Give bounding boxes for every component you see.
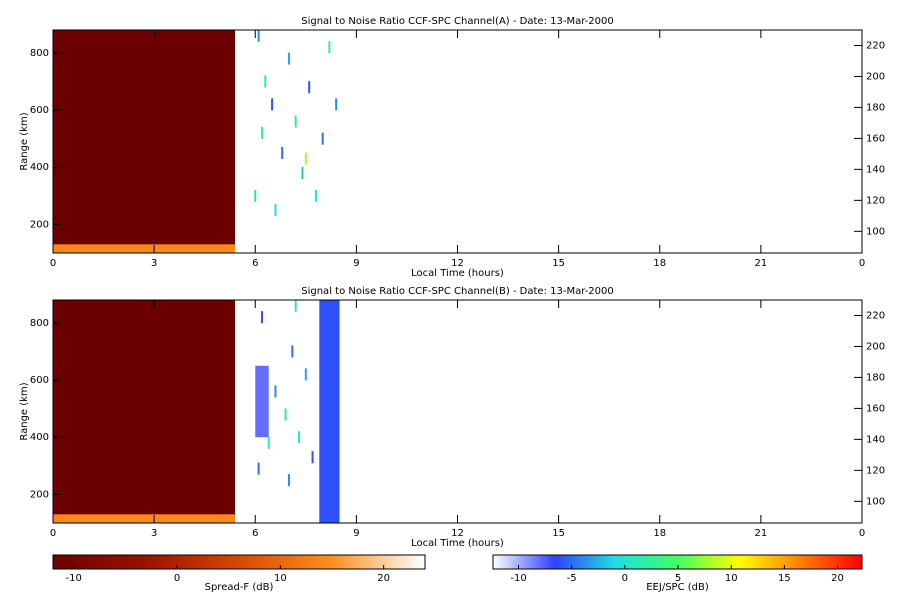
eej-block	[255, 365, 269, 438]
x-tick-label: 0	[859, 258, 865, 269]
x-tick-label: 12	[451, 528, 464, 539]
y-tick-label: 200	[30, 489, 49, 500]
eej-point	[281, 146, 284, 159]
eej-point	[311, 451, 314, 464]
spread-f-block	[53, 30, 236, 245]
colorbar	[52, 554, 426, 570]
x-tick-label: 3	[151, 258, 157, 269]
eej-point	[257, 462, 260, 475]
y-tick-label: 800	[30, 318, 49, 329]
x-tick-label: 21	[755, 258, 768, 269]
colorbar-tick-label: -5	[567, 573, 577, 584]
x-tick-label: 6	[252, 258, 258, 269]
colorbar-tick-label: 20	[377, 573, 390, 584]
eej-point	[335, 98, 338, 111]
eej-point	[304, 152, 307, 165]
x-tick-label: 15	[552, 528, 565, 539]
colorbar-tick-label: 15	[778, 573, 791, 584]
x-tick-label: 9	[353, 258, 359, 269]
eej-point	[287, 52, 290, 65]
colorbar-tick-label: -10	[510, 573, 526, 584]
eej-point	[314, 189, 317, 202]
x-tick-label: 9	[353, 528, 359, 539]
colorbar	[492, 554, 863, 570]
eej-point	[287, 474, 290, 487]
y-tick-label: 600	[30, 375, 49, 386]
y2-tick-label: 200	[866, 341, 885, 352]
spread-f-block	[53, 300, 236, 515]
colorbar-label: Spread-F (dB)	[205, 582, 274, 593]
x-tick-label: 21	[755, 528, 768, 539]
y-tick-label: 600	[30, 105, 49, 116]
eej-point	[284, 408, 287, 421]
plot-area	[53, 299, 340, 523]
eej-point	[274, 385, 277, 398]
y-axis-label: Range (km)	[19, 112, 30, 170]
eej-point	[260, 126, 263, 139]
y-tick-label: 200	[30, 219, 49, 230]
eej-point	[264, 75, 267, 88]
x-tick-label: 0	[50, 528, 56, 539]
y-tick-label: 400	[30, 162, 49, 173]
eej-point	[301, 166, 304, 179]
chart-title: Signal to Noise Ratio CCF-SPC Channel(A)…	[301, 16, 613, 27]
plot-area	[53, 29, 338, 253]
eej-point	[304, 368, 307, 381]
y2-tick-label: 160	[866, 403, 885, 414]
colorbar-tick-label: 10	[274, 573, 287, 584]
y2-tick-label: 200	[866, 71, 885, 82]
eej-point	[298, 431, 301, 444]
y-axis-label: Range (km)	[19, 382, 30, 440]
x-axis-label: Local Time (hours)	[411, 268, 504, 279]
eej-point	[294, 115, 297, 128]
colorbar-tick-label: 20	[831, 573, 844, 584]
y2-tick-label: 220	[866, 310, 885, 321]
spread-f-block	[53, 514, 236, 523]
y2-tick-label: 180	[866, 372, 885, 383]
colorbar-label: EEJ/SPC (dB)	[646, 582, 709, 593]
x-tick-label: 18	[653, 528, 666, 539]
eej-point	[328, 41, 331, 54]
colorbar-tick-label: 0	[174, 573, 180, 584]
eej-point	[267, 436, 270, 449]
y2-tick-label: 140	[866, 164, 885, 175]
y-tick-label: 400	[30, 432, 49, 443]
colorbar-tick-label: 10	[725, 573, 738, 584]
eej-point	[254, 189, 257, 202]
eej-point	[308, 81, 311, 94]
y2-tick-label: 180	[866, 102, 885, 113]
x-tick-label: 3	[151, 528, 157, 539]
y2-tick-label: 100	[866, 226, 885, 237]
x-tick-label: 0	[859, 528, 865, 539]
eej-point	[271, 98, 274, 111]
y2-tick-label: 100	[866, 496, 885, 507]
chart-title: Signal to Noise Ratio CCF-SPC Channel(B)…	[301, 286, 614, 297]
colorbar-tick-label: 5	[675, 573, 681, 584]
colorbar-tick-label: -10	[65, 573, 81, 584]
eej-point	[321, 132, 324, 145]
x-tick-label: 18	[653, 258, 666, 269]
x-tick-label: 0	[50, 258, 56, 269]
eej-point	[257, 29, 260, 42]
spread-f-block	[53, 244, 236, 253]
eej-point	[274, 204, 277, 217]
y2-tick-label: 120	[866, 195, 885, 206]
colorbar-tick-label: 0	[622, 573, 628, 584]
eej-block	[319, 300, 340, 523]
eej-point	[294, 299, 297, 312]
x-tick-label: 15	[552, 258, 565, 269]
x-tick-label: 6	[252, 528, 258, 539]
y2-tick-label: 220	[866, 40, 885, 51]
y-tick-label: 800	[30, 48, 49, 59]
y2-tick-label: 140	[866, 434, 885, 445]
y2-tick-label: 160	[866, 133, 885, 144]
y2-tick-label: 120	[866, 465, 885, 476]
x-tick-label: 12	[451, 258, 464, 269]
eej-point	[291, 345, 294, 358]
x-axis-label: Local Time (hours)	[411, 538, 504, 549]
eej-point	[260, 311, 263, 324]
